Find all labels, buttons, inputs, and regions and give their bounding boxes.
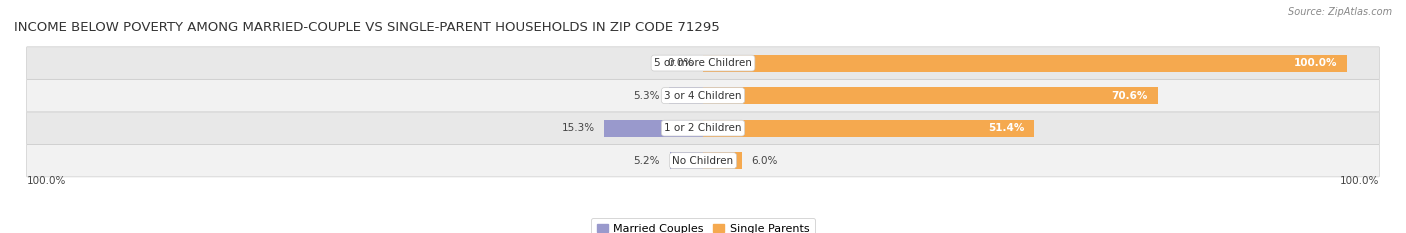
Text: 5.3%: 5.3% xyxy=(633,91,659,101)
Text: 6.0%: 6.0% xyxy=(751,156,778,166)
Text: 100.0%: 100.0% xyxy=(27,176,66,186)
Text: 3 or 4 Children: 3 or 4 Children xyxy=(664,91,742,101)
Text: 1 or 2 Children: 1 or 2 Children xyxy=(664,123,742,133)
Bar xyxy=(703,55,1347,72)
Text: 0.0%: 0.0% xyxy=(666,58,693,68)
Text: 5 or more Children: 5 or more Children xyxy=(654,58,752,68)
Bar xyxy=(605,120,703,137)
Text: INCOME BELOW POVERTY AMONG MARRIED-COUPLE VS SINGLE-PARENT HOUSEHOLDS IN ZIP COD: INCOME BELOW POVERTY AMONG MARRIED-COUPL… xyxy=(14,21,720,34)
Text: 51.4%: 51.4% xyxy=(988,123,1025,133)
Text: 5.2%: 5.2% xyxy=(633,156,659,166)
FancyBboxPatch shape xyxy=(27,79,1379,112)
Text: 100.0%: 100.0% xyxy=(1340,176,1379,186)
Bar xyxy=(703,87,1157,104)
Bar xyxy=(703,152,741,169)
Bar xyxy=(703,120,1033,137)
Bar xyxy=(669,152,703,169)
Legend: Married Couples, Single Parents: Married Couples, Single Parents xyxy=(592,218,814,233)
Text: No Children: No Children xyxy=(672,156,734,166)
Text: 70.6%: 70.6% xyxy=(1112,91,1147,101)
FancyBboxPatch shape xyxy=(27,144,1379,177)
FancyBboxPatch shape xyxy=(27,112,1379,144)
Text: Source: ZipAtlas.com: Source: ZipAtlas.com xyxy=(1288,7,1392,17)
Text: 100.0%: 100.0% xyxy=(1294,58,1337,68)
Text: 15.3%: 15.3% xyxy=(562,123,595,133)
FancyBboxPatch shape xyxy=(27,47,1379,79)
Bar xyxy=(669,87,703,104)
